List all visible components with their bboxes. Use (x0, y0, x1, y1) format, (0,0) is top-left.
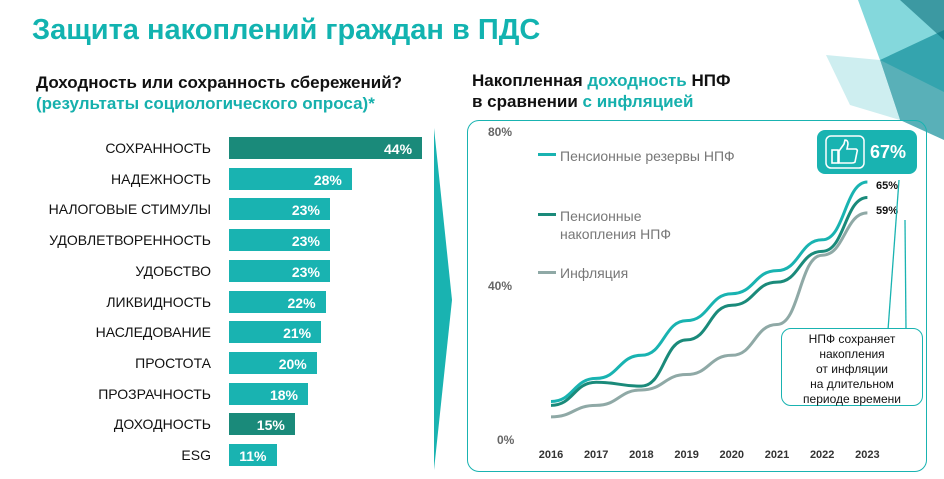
hex-decor (900, 0, 944, 40)
heading-highlight: доходность (587, 71, 687, 90)
bar-value-label: 22% (287, 294, 316, 311)
bar-value-label: 18% (269, 386, 298, 403)
note-line: НПФ сохраняет (808, 332, 896, 346)
bar (229, 382, 308, 405)
note-line: накопления (819, 347, 885, 361)
line-chart-heading: Накопленная доходность НПФ (472, 71, 730, 91)
end-label-reserves: 65% (876, 180, 899, 192)
bar-value-label: 44% (384, 141, 413, 157)
legend-label-savings: Пенсионные накопления НПФ (560, 208, 671, 242)
category-label: ПРОЗРАЧНОСТЬ (98, 385, 211, 402)
page-title: Защита накоплений граждан в ПДС (32, 14, 541, 46)
thumbs-up-icon (825, 135, 865, 169)
x-tick-label: 2016 (538, 449, 564, 461)
y-tick-label: 0% (497, 433, 515, 447)
bar-value-label: 28% (313, 171, 342, 188)
series-line (550, 211, 868, 419)
survey-heading: Доходность или сохранность сбережений? (36, 73, 403, 92)
x-tick-label: 2022 (809, 449, 835, 461)
category-label: НАСЛЕДОВАНИЕ (95, 324, 211, 341)
bar-value-label: 15% (256, 417, 285, 434)
bar-value-label: 23% (291, 202, 320, 219)
conclusion-note: НПФ сохраняет накопления от инфляции на … (781, 328, 923, 406)
y-tick-label: 80% (488, 125, 513, 139)
badge-value: 67% (870, 142, 907, 162)
x-tick-label: 2017 (583, 449, 609, 461)
note-line: от инфляции (816, 362, 888, 376)
bar-value-label: 21% (283, 325, 312, 342)
bar (229, 137, 422, 159)
note-line: на длительном (810, 377, 894, 391)
divider-arrow (434, 128, 452, 470)
heading-part: НПФ (686, 71, 731, 90)
legend-label-reserves: Пенсионные резервы НПФ (560, 148, 735, 164)
category-label: НАДЕЖНОСТЬ (110, 170, 211, 187)
category-label: УДОВЛЕТВОРЕННОСТЬ (49, 232, 211, 249)
bar-value-label: 20% (278, 355, 307, 372)
bar (229, 259, 330, 282)
series-line (550, 180, 868, 403)
series-line (550, 195, 868, 407)
bar-value-label: 23% (291, 263, 320, 280)
end-label-inflation: 59% (876, 205, 899, 217)
y-tick-label: 40% (488, 279, 513, 293)
heading-part: Накопленная (472, 71, 588, 90)
bar (229, 321, 322, 344)
category-label: ESG (181, 447, 211, 463)
bar-value-label: 23% (291, 233, 320, 250)
subheading-part: в сравнении (472, 92, 583, 111)
bar-value-label: 11% (239, 448, 267, 464)
bar (229, 290, 326, 313)
category-label: ЛИКВИДНОСТЬ (106, 293, 211, 310)
x-tick-label: 2023 (855, 449, 880, 461)
result-badge (817, 130, 917, 174)
hex-decor (826, 55, 900, 120)
x-tick-label: 2018 (629, 449, 654, 461)
line-chart-panel (467, 120, 927, 472)
legend-swatch-savings (538, 213, 556, 216)
line-chart-subheading: в сравнении с инфляцией (472, 92, 693, 112)
x-tick-label: 2020 (719, 449, 745, 461)
bar (229, 167, 352, 190)
bar (229, 229, 330, 252)
x-tick-label: 2021 (764, 449, 790, 461)
category-label: СОХРАННОСТЬ (105, 140, 211, 156)
bar (229, 351, 317, 374)
legend-swatch-inflation (538, 271, 556, 274)
category-label: ПРОСТОТА (135, 354, 211, 371)
note-line: периоде времени (803, 392, 901, 406)
hex-decor (880, 30, 944, 140)
survey-subheading: (результаты социологического опроса)* (36, 94, 375, 113)
subheading-highlight: с инфляцией (582, 92, 694, 111)
category-label: УДОБСТВО (135, 262, 211, 279)
category-label: НАЛОГОВЫЕ СТИМУЛЫ (48, 201, 211, 218)
bar (229, 413, 295, 436)
bar (229, 198, 330, 221)
legend-label-inflation: Инфляция (560, 265, 629, 281)
category-label: ДОХОДНОСТЬ (113, 416, 211, 433)
bar (229, 444, 278, 466)
x-tick-label: 2019 (674, 449, 699, 461)
legend-swatch-reserves (538, 153, 556, 156)
